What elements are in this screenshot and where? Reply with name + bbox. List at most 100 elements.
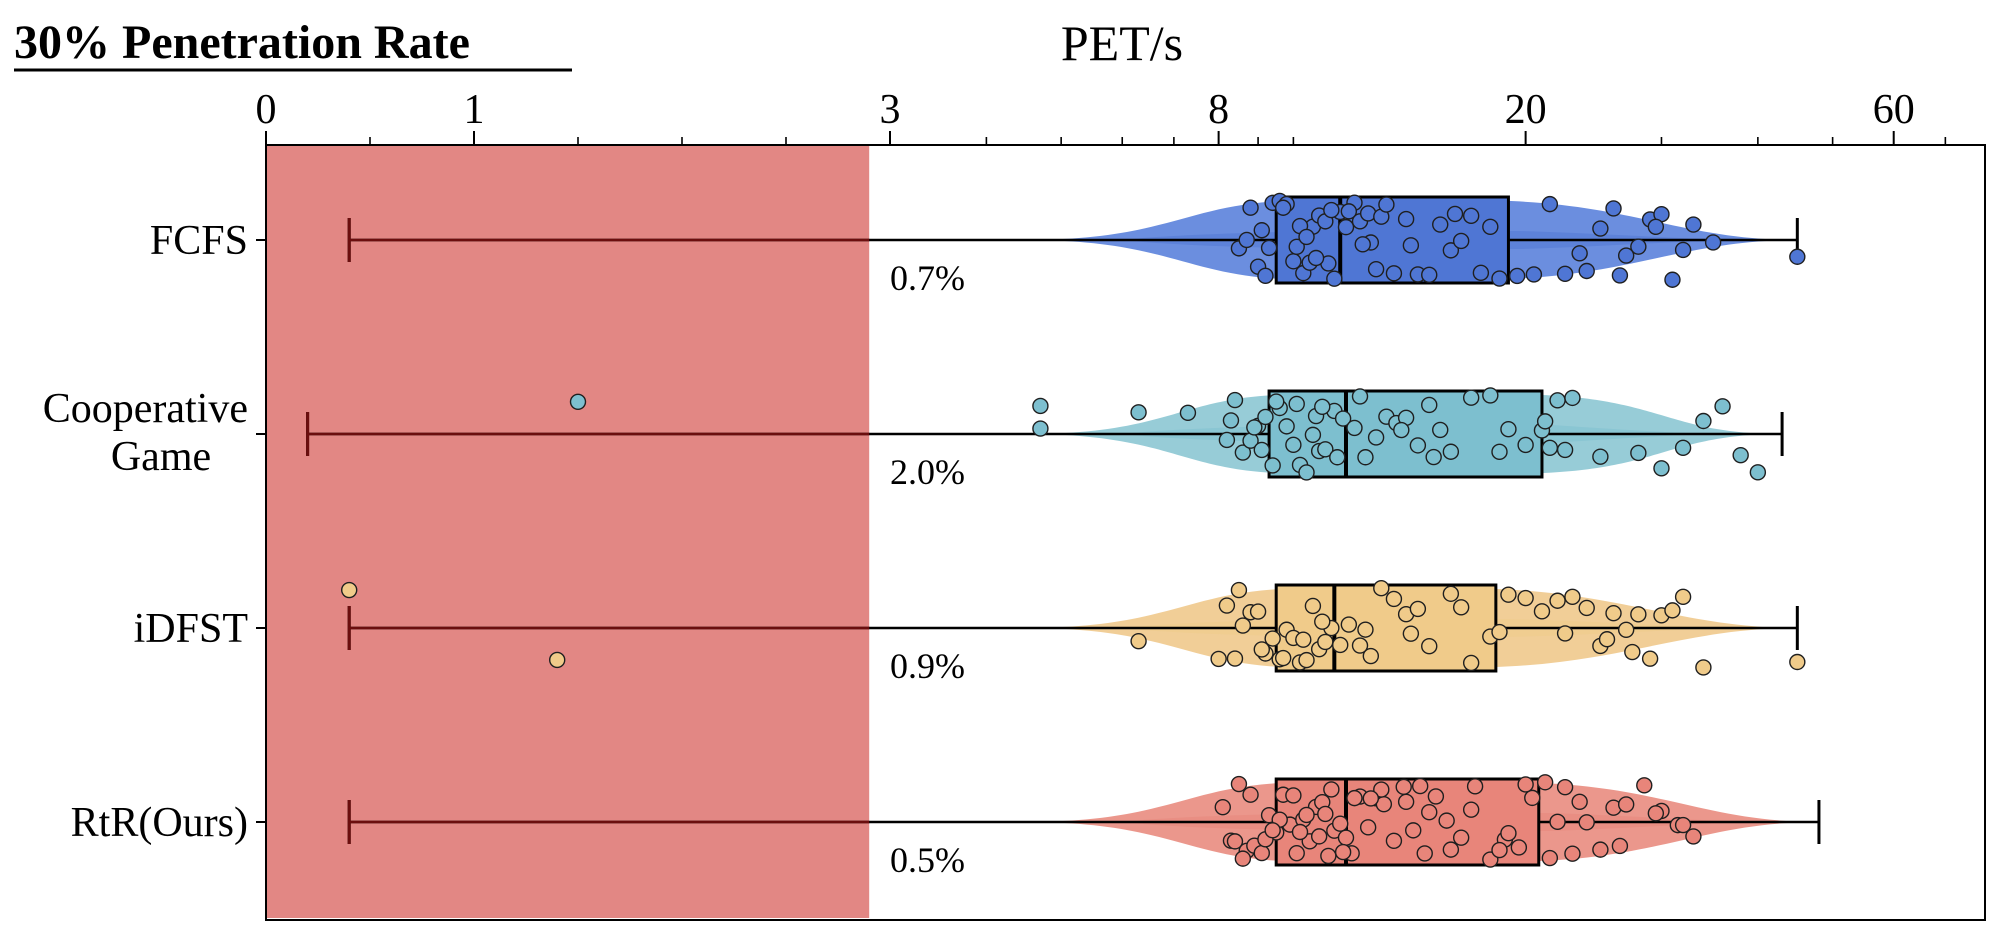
- data-point: [1260, 239, 1278, 257]
- data-point: [1442, 443, 1460, 460]
- data-point: [1525, 266, 1543, 283]
- data-point: [1452, 599, 1470, 616]
- data-point: [1373, 781, 1390, 798]
- data-point: [1592, 220, 1609, 237]
- data-point: [1664, 602, 1681, 619]
- data-point: [1402, 237, 1420, 254]
- data-point: [1617, 796, 1635, 813]
- data-point: [1385, 832, 1403, 850]
- data-point: [1395, 778, 1412, 796]
- data-point: [1298, 806, 1315, 824]
- data-point: [1385, 265, 1403, 282]
- data-point: [1222, 412, 1240, 429]
- data-point: [569, 393, 587, 411]
- y-axis: FCFS Cooperative Game iDFST RtR(Ours): [43, 218, 266, 846]
- x-tick-label: 60: [1873, 87, 1915, 133]
- data-point: [1234, 850, 1252, 867]
- data-point: [1549, 592, 1566, 609]
- data-point: [1462, 654, 1480, 672]
- data-point: [1405, 822, 1422, 839]
- category-label-line: FCFS: [150, 218, 248, 264]
- data-point: [1442, 585, 1460, 602]
- data-point: [1226, 833, 1244, 850]
- data-point: [1298, 464, 1315, 481]
- data-point: [1541, 849, 1559, 867]
- data-point: [1556, 778, 1574, 796]
- data-point: [1556, 265, 1574, 283]
- data-point: [1246, 419, 1263, 436]
- data-point: [1242, 786, 1259, 803]
- data-point: [1253, 844, 1270, 862]
- data-point: [1317, 805, 1334, 823]
- data-point: [1310, 828, 1328, 845]
- data-point: [1524, 789, 1541, 807]
- data-point: [1491, 443, 1508, 461]
- data-point: [1409, 600, 1427, 618]
- data-point: [1332, 636, 1349, 654]
- data-point: [1230, 775, 1248, 793]
- category-label: Cooperative Game: [43, 386, 248, 480]
- data-point: [1517, 776, 1534, 793]
- data-point: [1674, 816, 1692, 834]
- data-point: [1278, 418, 1295, 435]
- data-point: [1362, 647, 1380, 665]
- data-point: [1605, 604, 1622, 622]
- data-point: [1317, 633, 1334, 651]
- data-point: [1307, 249, 1325, 267]
- data-point: [1032, 420, 1049, 437]
- data-point: [1685, 216, 1702, 233]
- data-point: [1630, 606, 1647, 623]
- x-tick-label: 1: [464, 87, 485, 133]
- data-point: [1130, 404, 1147, 421]
- data-point: [1238, 231, 1255, 249]
- percent-label: 0.9%: [890, 646, 965, 686]
- data-point: [1210, 650, 1227, 668]
- data-point: [1664, 271, 1681, 288]
- data-point: [1647, 218, 1665, 236]
- data-point: [1264, 630, 1281, 647]
- data-point: [1421, 637, 1438, 655]
- data-point: [1253, 222, 1270, 239]
- data-point: [1500, 420, 1517, 438]
- data-point: [1320, 847, 1337, 865]
- data-point: [1334, 410, 1352, 427]
- data-point: [1264, 822, 1281, 839]
- data-point: [1421, 804, 1438, 821]
- data-point: [1674, 588, 1692, 606]
- data-point: [1218, 597, 1236, 614]
- data-point: [1517, 589, 1534, 607]
- data-point: [1564, 389, 1581, 407]
- data-point: [1605, 200, 1622, 217]
- data-point: [1462, 801, 1480, 818]
- data-point: [1264, 457, 1281, 474]
- series-2: 0.9%: [341, 580, 1806, 686]
- data-point: [1340, 616, 1358, 633]
- x-axis: 0 1 3 8 20 60: [256, 87, 1947, 145]
- data-point: [1323, 781, 1340, 798]
- data-point: [1032, 397, 1049, 415]
- data-point: [1409, 437, 1427, 454]
- data-point: [1402, 625, 1420, 642]
- data-point: [1295, 631, 1312, 648]
- data-point: [1482, 387, 1499, 404]
- data-point: [1226, 391, 1244, 409]
- data-point: [1425, 448, 1442, 466]
- data-point: [1571, 793, 1588, 810]
- data-point: [1340, 203, 1358, 220]
- data-point: [1346, 789, 1363, 807]
- percent-label: 0.7%: [890, 258, 965, 298]
- data-point: [1288, 238, 1305, 255]
- data-point: [1491, 623, 1508, 641]
- data-point: [1332, 815, 1349, 832]
- data-point: [1789, 248, 1806, 265]
- x-tick-label: 8: [1208, 87, 1229, 133]
- percent-label: 0.5%: [890, 840, 965, 880]
- data-point: [1253, 641, 1270, 658]
- category-label: iDFST: [134, 606, 248, 652]
- data-point: [1611, 837, 1629, 855]
- data-point: [1442, 841, 1460, 858]
- data-point: [1592, 448, 1609, 465]
- data-point: [1411, 777, 1429, 795]
- data-point: [1329, 449, 1346, 466]
- data-point: [1397, 793, 1415, 810]
